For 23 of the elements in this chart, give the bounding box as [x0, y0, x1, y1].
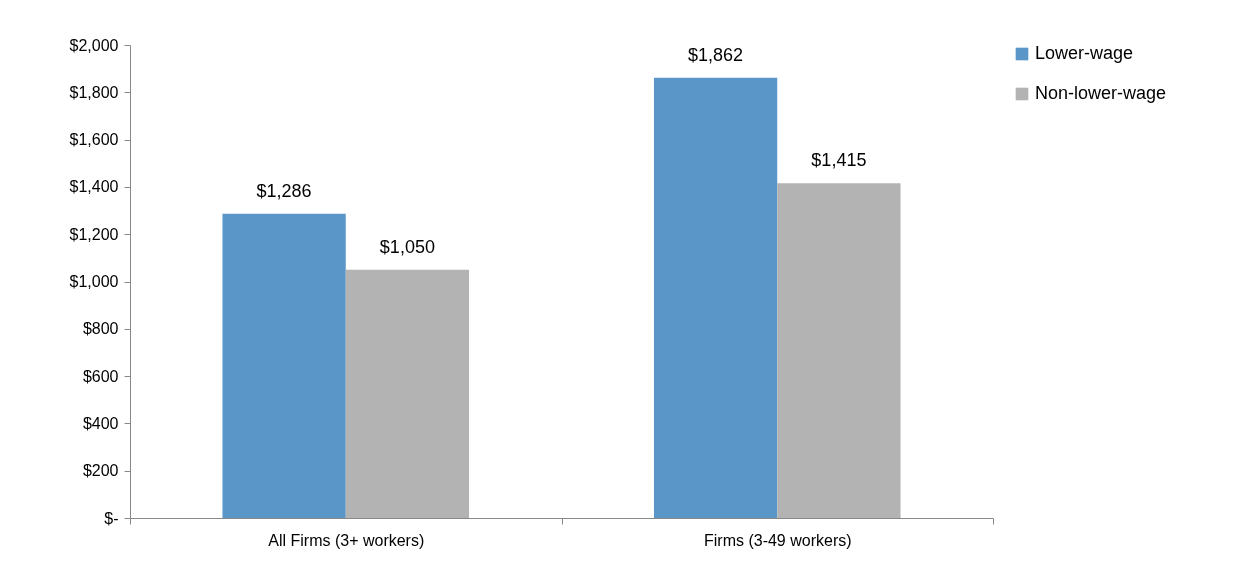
data-label: $1,862: [688, 44, 744, 65]
y-tick-label: $200: [82, 462, 119, 480]
bar: [653, 77, 778, 518]
legend-label: Non-lower-wage: [1035, 83, 1167, 103]
y-tick-label: $1,800: [69, 83, 119, 101]
y-tick-label: $1,000: [69, 273, 119, 290]
y-tick-label: $2,000: [69, 36, 119, 54]
y-tick-label: $800: [82, 320, 119, 338]
legend-label: Lower-wage: [1035, 43, 1134, 63]
y-tick-label: $-: [104, 509, 119, 527]
bar: [777, 183, 901, 518]
bar: [345, 269, 470, 518]
y-tick-label: $400: [82, 414, 119, 432]
y-tick-label: $1,200: [69, 225, 119, 243]
x-tick-label: All Firms (3+ workers): [268, 531, 425, 549]
data-label: $1,415: [811, 150, 867, 171]
y-tick-label: $1,400: [69, 178, 119, 196]
data-label: $1,286: [256, 180, 312, 201]
y-tick-label: $1,600: [69, 131, 119, 149]
x-tick-label: Firms (3-49 workers): [703, 531, 852, 549]
data-label: $1,050: [379, 236, 435, 257]
bar: [222, 213, 346, 518]
y-tick-label: $600: [82, 367, 119, 385]
